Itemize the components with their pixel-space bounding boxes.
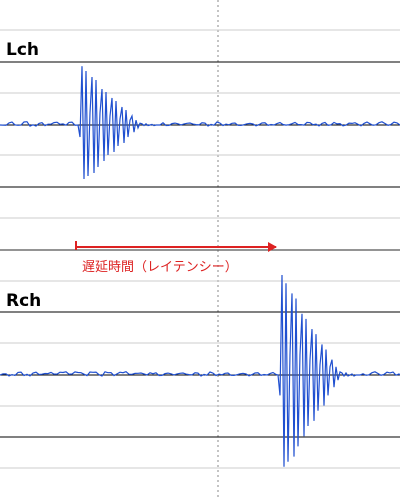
rch-panel: Rch <box>0 274 400 467</box>
rch-label: Rch <box>6 291 41 311</box>
series-line-lch <box>0 66 400 180</box>
latency-label: 遅延時間（レイテンシー） <box>82 260 238 275</box>
latency-annotation: 遅延時間（レイテンシー） <box>75 241 277 275</box>
lch-label: Lch <box>6 40 39 60</box>
lch-panel: Lch <box>0 40 400 180</box>
series-line-rch <box>0 274 400 467</box>
